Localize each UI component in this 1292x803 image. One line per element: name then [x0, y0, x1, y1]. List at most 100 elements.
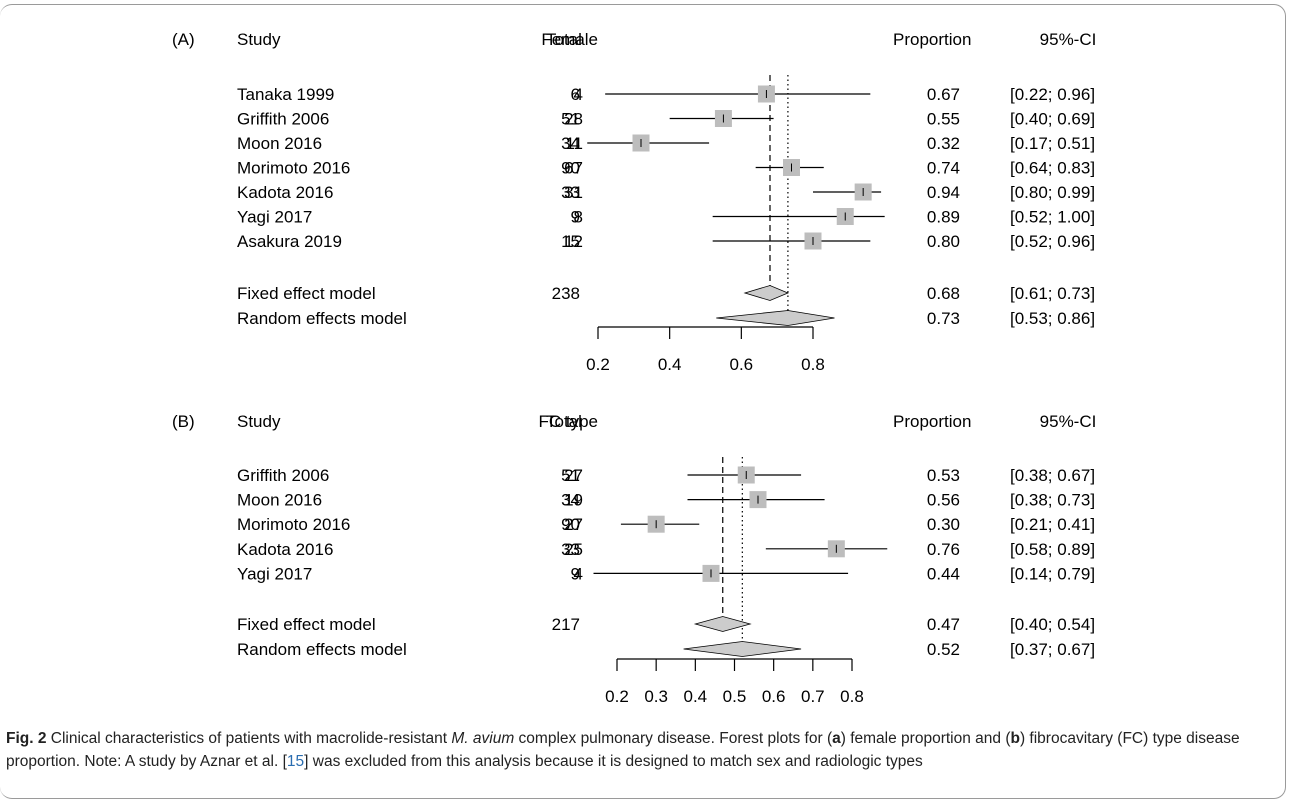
fixed-model-diamond [693, 616, 752, 632]
study-total: 90 [561, 159, 580, 178]
x-axis-tick-label: 0.3 [644, 687, 668, 706]
study-ci-text: [0.17; 0.51] [1010, 134, 1095, 153]
column-header-events: FC type [538, 412, 598, 431]
x-axis-tick-label: 0.5 [723, 687, 747, 706]
forest-plot-figure: (A) Study Female Total Proportion 95%-CI Tanak… [172, 30, 1096, 706]
caption-text: ] was excluded from this analysis becaus… [304, 753, 923, 770]
study-ci-text: [0.14; 0.79] [1010, 564, 1095, 583]
column-header-proportion: Proportion [893, 30, 971, 49]
figure-frame [0, 4, 1286, 799]
x-axis-tick-label: 0.4 [684, 687, 708, 706]
study-events: 12 [564, 232, 583, 251]
random-model-ci-text: [0.53; 0.86] [1010, 309, 1095, 328]
random-model-diamond [716, 310, 835, 326]
study-label: Kadota 2016 [237, 540, 333, 559]
fixed-model-total: 217 [552, 615, 580, 634]
fixed-model-ci-text: [0.61; 0.73] [1010, 284, 1095, 303]
study-label: Moon 2016 [237, 134, 322, 153]
column-header-ci: 95%-CI [1040, 412, 1097, 431]
study-proportion: 0.53 [927, 466, 960, 485]
random-model-proportion: 0.73 [927, 309, 960, 328]
random-model-label: Random effects model [237, 640, 407, 659]
study-total: 33 [561, 183, 580, 202]
study-ci-text: [0.64; 0.83] [1010, 159, 1095, 178]
study-proportion: 0.44 [927, 564, 960, 583]
study-total: 9 [571, 208, 580, 227]
study-total: 51 [561, 466, 580, 485]
study-ci-text: [0.52; 1.00] [1010, 208, 1095, 227]
study-events: 25 [564, 540, 583, 559]
fixed-model-proportion: 0.68 [927, 284, 960, 303]
panel-label: (B) [172, 412, 195, 431]
x-axis-tick-label: 0.6 [730, 355, 754, 374]
study-proportion: 0.94 [927, 183, 960, 202]
study-events: 28 [564, 110, 583, 129]
column-header-study: Study [237, 30, 281, 49]
figure-caption: Fig. 2 Clinical characteristics of patie… [6, 727, 1276, 773]
column-header-proportion: Proportion [893, 412, 971, 431]
random-model-diamond [683, 641, 802, 657]
caption-fig-label: Fig. 2 [6, 730, 47, 747]
study-events: 67 [564, 159, 583, 178]
study-proportion: 0.56 [927, 491, 960, 510]
column-header-ci: 95%-CI [1040, 30, 1097, 49]
caption-text: ) fibrocavitary (FC) type disease propor… [6, 730, 1240, 770]
study-events: 27 [564, 466, 583, 485]
fixed-model-label: Fixed effect model [237, 615, 376, 634]
caption-text: complex pulmonary disease. Forest plots … [514, 730, 833, 747]
study-label: Tanaka 1999 [237, 85, 334, 104]
fixed-model-total: 238 [552, 284, 580, 303]
study-events: 4 [574, 564, 583, 583]
study-events: 19 [564, 491, 583, 510]
study-total: 51 [561, 110, 580, 129]
column-header-study: Study [237, 412, 281, 431]
study-label: Yagi 2017 [237, 208, 312, 227]
study-label: Kadota 2016 [237, 183, 333, 202]
x-axis-tick-label: 0.2 [586, 355, 610, 374]
random-model-label: Random effects model [237, 309, 407, 328]
x-axis-tick-label: 0.7 [801, 687, 825, 706]
column-header-events: Female [541, 30, 598, 49]
study-total: 6 [571, 85, 580, 104]
random-model-proportion: 0.52 [927, 640, 960, 659]
study-ci-text: [0.40; 0.69] [1010, 110, 1095, 129]
x-axis-tick-label: 0.8 [801, 355, 825, 374]
study-label: Griffith 2006 [237, 466, 329, 485]
study-ci-text: [0.52; 0.96] [1010, 232, 1095, 251]
study-total: 34 [561, 134, 580, 153]
fixed-model-label: Fixed effect model [237, 284, 376, 303]
study-label: Moon 2016 [237, 491, 322, 510]
study-total: 15 [561, 232, 580, 251]
panel-label: (A) [172, 30, 195, 49]
study-ci-text: [0.38; 0.73] [1010, 491, 1095, 510]
study-ci-text: [0.38; 0.67] [1010, 466, 1095, 485]
study-label: Morimoto 2016 [237, 515, 350, 534]
column-header-total: Total [546, 412, 582, 431]
random-model-ci-text: [0.37; 0.67] [1010, 640, 1095, 659]
study-proportion: 0.80 [927, 232, 960, 251]
study-ci-text: [0.22; 0.96] [1010, 85, 1095, 104]
fixed-model-ci-text: [0.40; 0.54] [1010, 615, 1095, 634]
fixed-model-diamond [743, 285, 789, 301]
study-proportion: 0.30 [927, 515, 960, 534]
study-events: 27 [564, 515, 583, 534]
x-axis-tick-label: 0.8 [840, 687, 864, 706]
study-events: 4 [574, 85, 583, 104]
study-proportion: 0.67 [927, 85, 960, 104]
study-proportion: 0.55 [927, 110, 960, 129]
study-events: 31 [564, 183, 583, 202]
study-ci-text: [0.21; 0.41] [1010, 515, 1095, 534]
x-axis-tick-label: 0.6 [762, 687, 786, 706]
study-total: 9 [571, 564, 580, 583]
study-total: 34 [561, 491, 580, 510]
study-events: 11 [565, 134, 583, 153]
study-label: Yagi 2017 [237, 564, 312, 583]
study-total: 90 [561, 515, 580, 534]
study-label: Griffith 2006 [237, 110, 329, 129]
study-proportion: 0.32 [927, 134, 960, 153]
study-total: 33 [561, 540, 580, 559]
caption-text: ) female proportion and ( [840, 730, 1011, 747]
caption-reference-link[interactable]: 15 [286, 753, 305, 770]
